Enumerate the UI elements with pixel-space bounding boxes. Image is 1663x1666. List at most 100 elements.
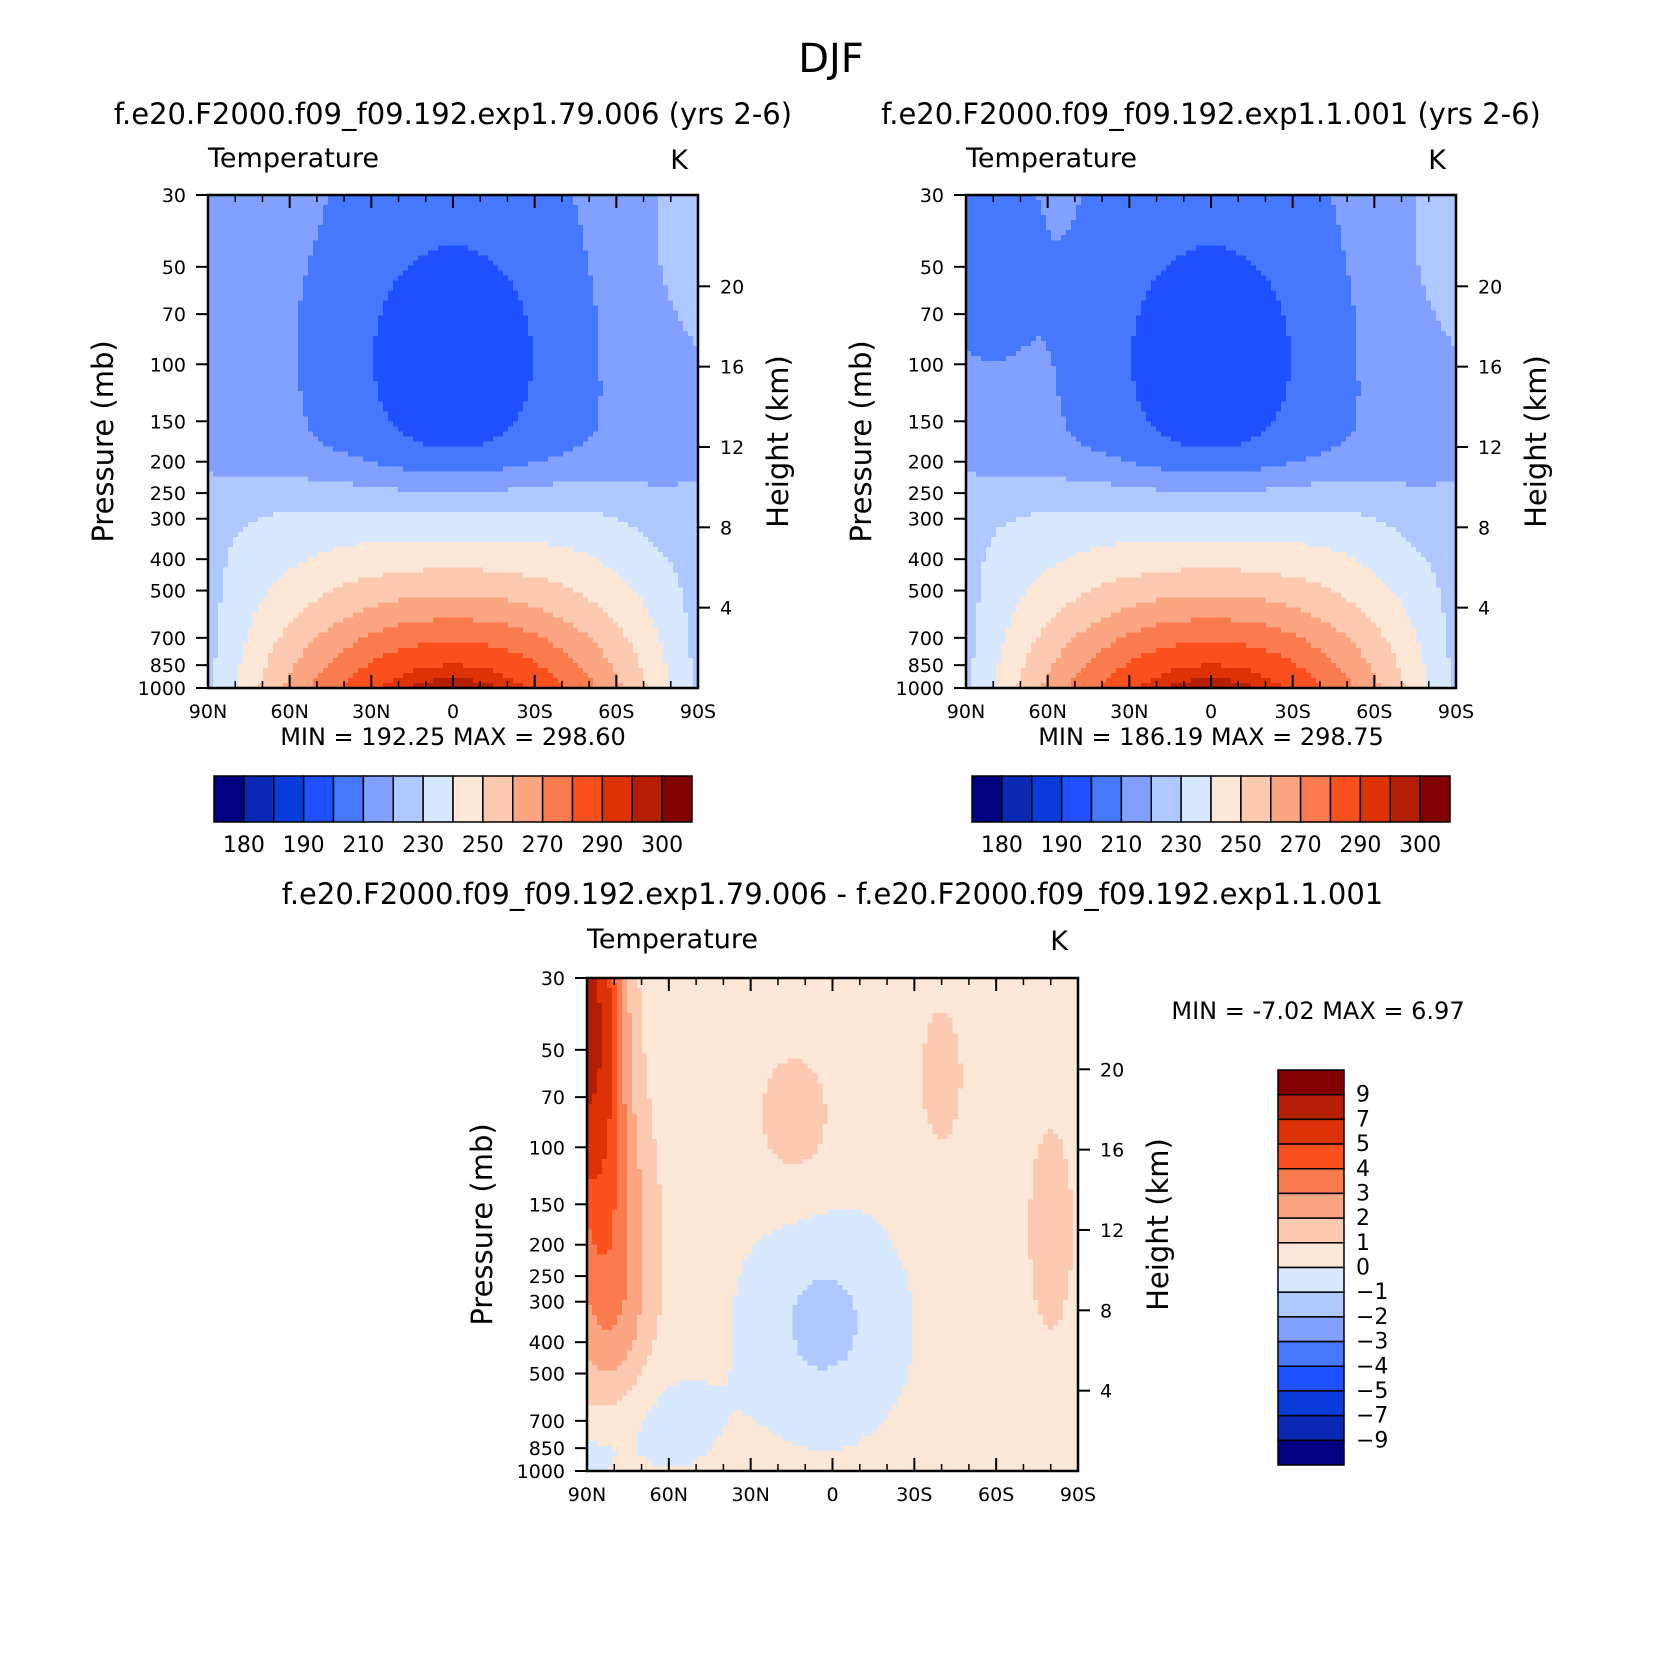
- contour-cell: [518, 225, 524, 231]
- contour-cell: [543, 215, 549, 221]
- contour-cell: [548, 225, 554, 231]
- contour-cell: [588, 371, 594, 377]
- contour-cell: [288, 361, 294, 367]
- contour-cell: [323, 431, 329, 438]
- contour-cell: [688, 210, 694, 216]
- contour-cell: [493, 245, 499, 251]
- contour-cell: [568, 275, 574, 282]
- contour-cell: [623, 235, 629, 241]
- contour-cell: [258, 416, 264, 422]
- contour-cell: [583, 406, 589, 412]
- contour-cell: [488, 260, 494, 267]
- contour-cell: [223, 441, 229, 448]
- contour-cell: [268, 441, 274, 448]
- contour-cell: [493, 290, 499, 297]
- contour-cell: [663, 325, 669, 332]
- contour-cell: [538, 280, 544, 287]
- contour-cell: [543, 220, 549, 226]
- contour-cell: [273, 295, 279, 302]
- contour-cell: [373, 366, 379, 372]
- contour-cell: [208, 411, 214, 417]
- contour-cell: [313, 235, 319, 241]
- contour-cell: [388, 431, 394, 438]
- contour-cell: [668, 270, 674, 277]
- contour-cell: [453, 200, 459, 206]
- contour-cell: [308, 295, 314, 302]
- contour-cell: [493, 386, 499, 392]
- contour-cell: [208, 371, 214, 377]
- contour-cell: [673, 441, 679, 448]
- contour-cell: [313, 200, 319, 206]
- contour-cell: [233, 330, 239, 337]
- contour-cell: [563, 401, 569, 407]
- contour-cell: [473, 436, 479, 443]
- contour-cell: [458, 265, 464, 272]
- contour-cell: [523, 340, 529, 347]
- contour-cell: [233, 255, 239, 261]
- contour-cell: [333, 330, 339, 337]
- contour-cell: [338, 345, 344, 352]
- contour-cell: [463, 431, 469, 438]
- contour-cell: [428, 355, 434, 362]
- contour-cell: [673, 275, 679, 282]
- contour-cell: [218, 285, 224, 292]
- contour-cell: [658, 235, 664, 241]
- contour-cell: [448, 320, 454, 327]
- contour-cell: [623, 245, 629, 251]
- contour-cell: [663, 416, 669, 422]
- contour-cell: [523, 275, 529, 282]
- contour-cell: [578, 446, 584, 453]
- contour-cell: [218, 320, 224, 327]
- contour-cell: [273, 240, 279, 246]
- contour-cell: [558, 230, 564, 236]
- contour-cell: [668, 300, 674, 307]
- contour-cell: [413, 310, 419, 317]
- contour-cell: [368, 335, 374, 342]
- contour-cell: [438, 220, 444, 226]
- contour-cell: [483, 210, 489, 216]
- contour-cell: [438, 361, 444, 367]
- contour-cell: [518, 361, 524, 367]
- contour-cell: [278, 290, 284, 297]
- contour-cell: [583, 386, 589, 392]
- contour-cell: [608, 325, 614, 332]
- contour-cell: [598, 320, 604, 327]
- contour-cell: [503, 396, 509, 402]
- contour-cell: [693, 396, 699, 402]
- contour-cell: [623, 416, 629, 422]
- contour-cell: [578, 250, 584, 256]
- contour-cell: [598, 250, 604, 256]
- contour-cell: [603, 320, 609, 327]
- contour-cell: [583, 200, 589, 206]
- contour-cell: [613, 270, 619, 277]
- contour-cell: [548, 355, 554, 362]
- contour-cell: [288, 411, 294, 417]
- contour-cell: [633, 260, 639, 267]
- contour-cell: [608, 446, 614, 453]
- contour-cell: [383, 195, 389, 201]
- contour-cell: [483, 255, 489, 261]
- contour-cell: [583, 205, 589, 211]
- contour-cell: [368, 320, 374, 327]
- contour-cell: [368, 355, 374, 362]
- contour-cell: [463, 421, 469, 428]
- contour-cell: [233, 285, 239, 292]
- contour-cell: [633, 325, 639, 332]
- contour-cell: [588, 225, 594, 231]
- contour-cell: [468, 240, 474, 246]
- contour-cell: [288, 300, 294, 307]
- contour-cell: [238, 285, 244, 292]
- contour-cell: [593, 330, 599, 337]
- contour-cell: [623, 406, 629, 412]
- contour-cell: [313, 391, 319, 397]
- contour-cell: [228, 411, 234, 417]
- contour-cell: [673, 245, 679, 251]
- contour-cell: [688, 411, 694, 417]
- contour-cell: [663, 275, 669, 282]
- contour-cell: [683, 325, 689, 332]
- contour-cell: [368, 275, 374, 282]
- contour-cell: [433, 340, 439, 347]
- contour-cell: [588, 406, 594, 412]
- contour-cell: [253, 270, 259, 277]
- contour-cell: [503, 210, 509, 216]
